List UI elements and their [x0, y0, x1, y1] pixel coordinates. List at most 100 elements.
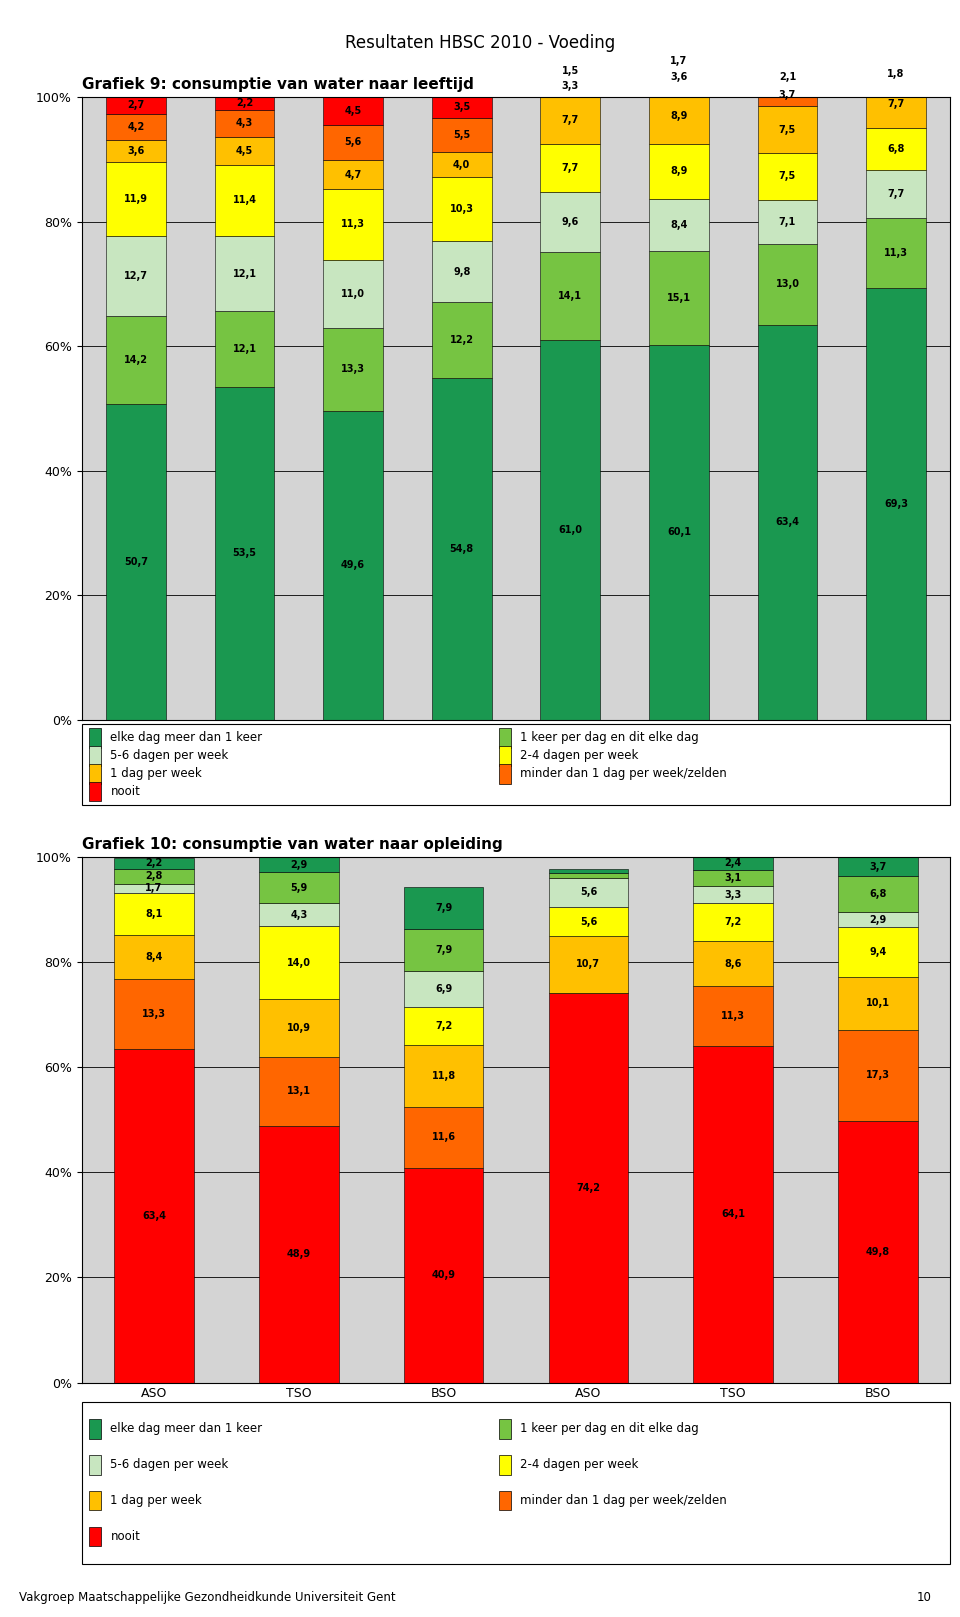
- Bar: [540, 144, 600, 192]
- Bar: [106, 97, 166, 113]
- Bar: [259, 999, 339, 1058]
- Text: 4,0: 4,0: [453, 160, 470, 170]
- Text: minder dan 1 dag per week/zelden: minder dan 1 dag per week/zelden: [520, 1494, 727, 1507]
- Text: 13,0: 13,0: [776, 280, 800, 289]
- Bar: [324, 259, 383, 328]
- Text: 61,0: 61,0: [559, 524, 583, 535]
- Bar: [114, 893, 194, 935]
- Bar: [548, 868, 628, 873]
- Text: 8,1: 8,1: [145, 909, 162, 918]
- Bar: [324, 97, 383, 125]
- Text: 13,3: 13,3: [142, 1009, 166, 1019]
- Text: 6,9: 6,9: [435, 983, 452, 994]
- Text: 69,3: 69,3: [884, 500, 908, 509]
- Text: 49,6: 49,6: [341, 559, 365, 571]
- Bar: [215, 386, 275, 720]
- Text: 3,6: 3,6: [128, 146, 145, 157]
- Bar: [649, 89, 708, 144]
- Text: 7,1: 7,1: [779, 217, 796, 226]
- Text: 2,9: 2,9: [870, 915, 887, 925]
- Bar: [259, 872, 339, 904]
- Text: 1 dag per week: 1 dag per week: [110, 768, 203, 781]
- Text: 49,8: 49,8: [866, 1247, 890, 1256]
- Text: 7,5: 7,5: [779, 171, 796, 181]
- Bar: [432, 302, 492, 378]
- Text: 64,1: 64,1: [721, 1210, 745, 1219]
- Text: 11,3: 11,3: [884, 247, 908, 259]
- Bar: [404, 888, 484, 930]
- Text: 17,3: 17,3: [866, 1070, 890, 1080]
- Bar: [540, 66, 600, 76]
- Bar: [693, 886, 773, 904]
- Text: 3,3: 3,3: [725, 889, 742, 899]
- Text: 7,7: 7,7: [562, 115, 579, 126]
- Bar: [649, 346, 708, 720]
- Bar: [432, 97, 492, 118]
- Text: 13,3: 13,3: [341, 364, 365, 375]
- Bar: [866, 288, 926, 720]
- Text: elke dag meer dan 1 keer: elke dag meer dan 1 keer: [110, 1423, 262, 1436]
- Text: nooit: nooit: [110, 1530, 140, 1543]
- Text: 12,7: 12,7: [124, 272, 148, 281]
- Text: 12,1: 12,1: [232, 268, 256, 278]
- Bar: [540, 340, 600, 720]
- Text: 10,7: 10,7: [576, 959, 600, 970]
- Bar: [540, 76, 600, 97]
- Text: 7,7: 7,7: [562, 163, 579, 173]
- Bar: [649, 144, 708, 199]
- Text: 3,3: 3,3: [562, 81, 579, 91]
- Bar: [106, 113, 166, 141]
- Text: 63,4: 63,4: [142, 1211, 166, 1221]
- Bar: [838, 1030, 918, 1121]
- Bar: [259, 927, 339, 999]
- Bar: [866, 218, 926, 288]
- Text: 2,2: 2,2: [145, 859, 162, 868]
- Bar: [757, 84, 817, 107]
- Bar: [215, 165, 275, 236]
- Text: 1,7: 1,7: [145, 883, 162, 893]
- Bar: [649, 66, 708, 89]
- Text: Vakgroep Maatschappelijke Gezondheidkunde Universiteit Gent: Vakgroep Maatschappelijke Gezondheidkund…: [19, 1591, 396, 1604]
- Bar: [432, 118, 492, 152]
- Text: 9,8: 9,8: [453, 267, 470, 277]
- Bar: [838, 977, 918, 1030]
- Bar: [106, 404, 166, 720]
- Bar: [404, 1045, 484, 1106]
- Bar: [757, 244, 817, 325]
- Bar: [540, 97, 600, 144]
- Bar: [866, 170, 926, 218]
- Bar: [106, 236, 166, 315]
- Text: 1 dag per week: 1 dag per week: [110, 1494, 203, 1507]
- Bar: [404, 970, 484, 1007]
- Bar: [866, 68, 926, 79]
- Text: 7,5: 7,5: [779, 125, 796, 134]
- Text: 4,7: 4,7: [345, 170, 362, 179]
- Text: 48,9: 48,9: [287, 1248, 311, 1260]
- Bar: [838, 876, 918, 912]
- Text: 6,8: 6,8: [887, 144, 904, 154]
- Bar: [649, 199, 708, 251]
- Text: 2,8: 2,8: [145, 872, 162, 881]
- Text: 7,7: 7,7: [887, 99, 904, 108]
- Text: 4,5: 4,5: [345, 107, 362, 116]
- Text: 8,6: 8,6: [725, 959, 742, 969]
- Text: 63,4: 63,4: [776, 517, 800, 527]
- Bar: [404, 1106, 484, 1167]
- Bar: [757, 154, 817, 201]
- Bar: [215, 110, 275, 137]
- Text: 40,9: 40,9: [432, 1269, 456, 1281]
- Text: 2,2: 2,2: [236, 99, 253, 108]
- Text: 7,2: 7,2: [725, 917, 742, 927]
- Text: 14,0: 14,0: [287, 957, 311, 967]
- Text: 3,1: 3,1: [725, 873, 742, 883]
- Bar: [693, 857, 773, 870]
- Text: minder dan 1 dag per week/zelden: minder dan 1 dag per week/zelden: [520, 768, 727, 781]
- Bar: [866, 79, 926, 128]
- Bar: [432, 241, 492, 302]
- Text: 5,6: 5,6: [580, 917, 597, 927]
- Text: 7,2: 7,2: [435, 1020, 452, 1030]
- Bar: [548, 878, 628, 907]
- Text: 2,7: 2,7: [128, 100, 145, 110]
- Text: 5,9: 5,9: [290, 883, 307, 893]
- Bar: [432, 378, 492, 720]
